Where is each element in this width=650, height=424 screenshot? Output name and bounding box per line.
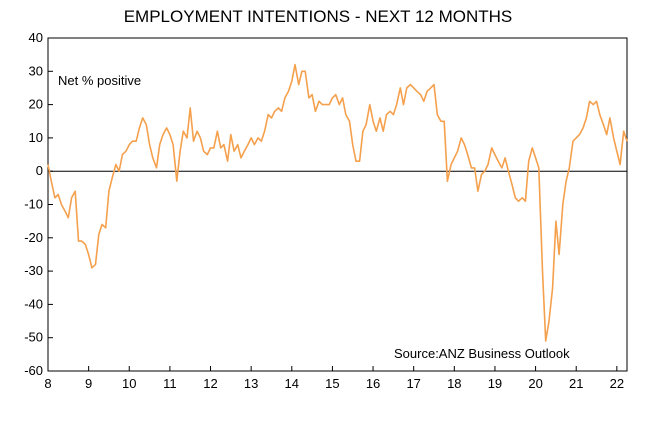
y-tick-label: -60 (24, 363, 43, 378)
x-tick-label: 17 (406, 376, 420, 391)
y-tick-label: 40 (29, 30, 43, 45)
x-tick-label: 14 (285, 376, 299, 391)
chart-title: EMPLOYMENT INTENTIONS - NEXT 12 MONTHS (124, 7, 513, 26)
x-tick-label: 15 (325, 376, 339, 391)
x-tick-label: 9 (85, 376, 92, 391)
y-tick-label: -30 (24, 263, 43, 278)
y-tick-label: -40 (24, 296, 43, 311)
x-tick-label: 10 (122, 376, 136, 391)
x-tick-label: 13 (244, 376, 258, 391)
y-tick-label: 10 (29, 130, 43, 145)
x-tick-label: 18 (447, 376, 461, 391)
x-tick-label: 16 (366, 376, 380, 391)
x-tick-label: 8 (44, 376, 51, 391)
x-tick-label: 12 (203, 376, 217, 391)
y-unit-annotation: Net % positive (58, 73, 141, 88)
y-tick-label: -50 (24, 330, 43, 345)
x-axis: 8 9 10 11 12 13 14 15 16 17 18 19 20 21 22 (44, 366, 624, 391)
y-tick-label: 0 (36, 163, 43, 178)
y-axis: 40 30 20 10 0 -10 -20 -30 -40 -50 -60 (24, 30, 53, 378)
source-annotation: Source:ANZ Business Outlook (394, 346, 570, 361)
y-tick-label: -20 (24, 230, 43, 245)
y-tick-label: -10 (24, 197, 43, 212)
x-tick-label: 21 (569, 376, 583, 391)
y-tick-label: 20 (29, 97, 43, 112)
x-tick-label: 19 (488, 376, 502, 391)
x-tick-label: 20 (528, 376, 542, 391)
y-tick-label: 30 (29, 63, 43, 78)
x-tick-label: 11 (163, 376, 177, 391)
series-line-employment-intentions (47, 63, 628, 342)
x-tick-label: 22 (610, 376, 624, 391)
